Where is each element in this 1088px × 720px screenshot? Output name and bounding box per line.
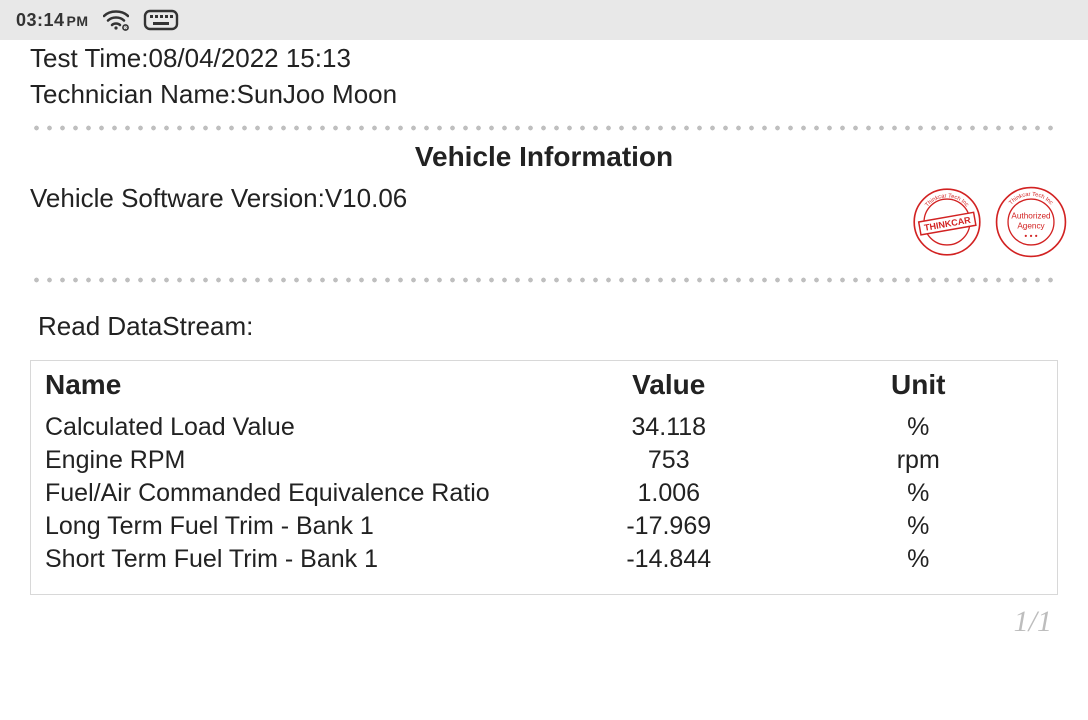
row-value: 34.118 bbox=[544, 413, 794, 442]
stamp-secondary-line1: Authorized bbox=[1011, 212, 1051, 221]
row-value: 1.006 bbox=[544, 479, 794, 508]
row-name: Calculated Load Value bbox=[45, 413, 544, 442]
row-name: Engine RPM bbox=[45, 446, 544, 475]
stamp-secondary-dots: • • • bbox=[1024, 231, 1037, 240]
row-name: Short Term Fuel Trim - Bank 1 bbox=[45, 545, 544, 574]
status-time: 03:14PM bbox=[16, 10, 89, 31]
row-name: Fuel/Air Commanded Equivalence Ratio bbox=[45, 479, 544, 508]
authorized-agency-stamp-icon: Thinkcar Tech Inc Authorized Agency • • … bbox=[990, 179, 1072, 265]
technician-label: Technician Name: bbox=[30, 79, 237, 109]
col-unit-header: Unit bbox=[794, 369, 1044, 401]
vehicle-info-block: Vehicle Software Version:V10.06 Thinkcar… bbox=[30, 183, 1058, 265]
test-time-value: 08/04/2022 15:13 bbox=[148, 43, 350, 73]
status-time-ampm: PM bbox=[67, 13, 89, 29]
test-time-line: Test Time:08/04/2022 15:13 bbox=[30, 40, 1058, 76]
row-unit: rpm bbox=[794, 446, 1044, 475]
certification-stamps: Thinkcar Tech Inc THINKCAR bbox=[906, 179, 1072, 265]
row-unit: % bbox=[794, 512, 1044, 541]
status-bar: 03:14PM ? bbox=[0, 0, 1088, 40]
table-row: Fuel/Air Commanded Equivalence Ratio 1.0… bbox=[31, 477, 1057, 510]
col-value-header: Value bbox=[544, 369, 794, 401]
table-row: Calculated Load Value 34.118 % bbox=[31, 411, 1057, 444]
software-version-line: Vehicle Software Version:V10.06 bbox=[30, 183, 1058, 214]
stamp-secondary-line2: Agency bbox=[1017, 221, 1045, 230]
col-name-header: Name bbox=[45, 369, 544, 401]
vehicle-info-title: Vehicle Information bbox=[30, 141, 1058, 173]
row-value: -17.969 bbox=[544, 512, 794, 541]
row-unit: % bbox=[794, 545, 1044, 574]
datastream-title: Read DataStream: bbox=[38, 311, 1058, 342]
separator-icon bbox=[30, 277, 1058, 283]
row-unit: % bbox=[794, 413, 1044, 442]
table-row: Long Term Fuel Trim - Bank 1 -17.969 % bbox=[31, 510, 1057, 543]
software-label: Vehicle Software Version: bbox=[30, 183, 325, 213]
table-row: Short Term Fuel Trim - Bank 1 -14.844 % bbox=[31, 543, 1057, 576]
wifi-icon: ? bbox=[103, 9, 129, 31]
thinkcar-stamp-icon: Thinkcar Tech Inc THINKCAR bbox=[906, 179, 988, 265]
report-content: Test Time:08/04/2022 15:13 Technician Na… bbox=[0, 40, 1088, 639]
datastream-table: Name Value Unit Calculated Load Value 34… bbox=[30, 360, 1058, 595]
page-number: 1/1 bbox=[30, 605, 1058, 639]
table-row: Engine RPM 753 rpm bbox=[31, 444, 1057, 477]
row-value: -14.844 bbox=[544, 545, 794, 574]
keyboard-icon bbox=[143, 8, 179, 32]
separator-icon bbox=[30, 125, 1058, 131]
row-value: 753 bbox=[544, 446, 794, 475]
row-name: Long Term Fuel Trim - Bank 1 bbox=[45, 512, 544, 541]
technician-value: SunJoo Moon bbox=[237, 79, 397, 109]
row-unit: % bbox=[794, 479, 1044, 508]
table-header-row: Name Value Unit bbox=[31, 367, 1057, 403]
status-time-value: 03:14 bbox=[16, 10, 65, 30]
software-value: V10.06 bbox=[325, 183, 407, 213]
test-time-label: Test Time: bbox=[30, 43, 148, 73]
technician-line: Technician Name:SunJoo Moon bbox=[30, 76, 1058, 112]
